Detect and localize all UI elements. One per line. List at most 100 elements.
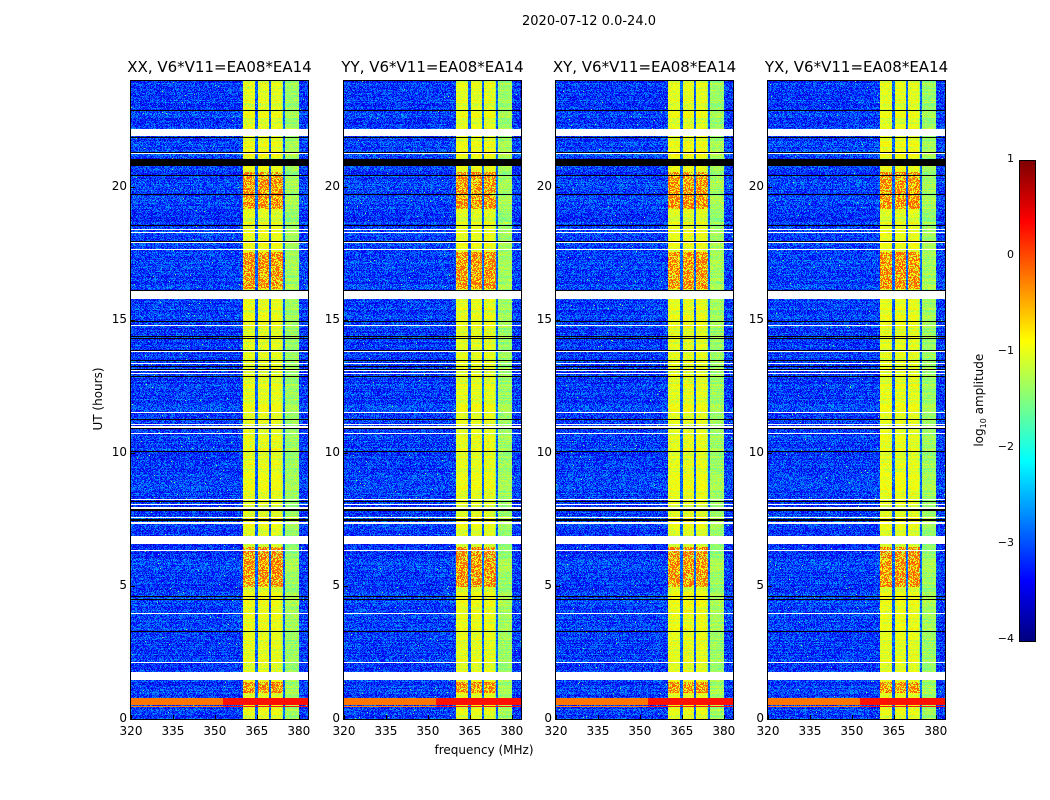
- y-tick-label: 20: [536, 179, 552, 194]
- panel-title: XX, V6*V11=EA08*EA14: [127, 58, 312, 76]
- x-tick-mark: [597, 715, 599, 719]
- y-tick-label: 20: [748, 179, 764, 194]
- y-tick-mark: [131, 320, 135, 322]
- x-tick-mark: [935, 715, 937, 719]
- x-tick-label: 335: [374, 724, 398, 738]
- y-tick-label: 10: [748, 445, 764, 460]
- x-tick-label: 335: [798, 724, 822, 738]
- y-tick-mark: [344, 187, 348, 189]
- x-tick-mark: [639, 715, 641, 719]
- x-tick-label: 335: [586, 724, 610, 738]
- y-tick-mark: [768, 187, 772, 189]
- x-tick-mark: [385, 715, 387, 719]
- y-tick-mark: [344, 586, 348, 588]
- heatmap-panel-xx: [130, 80, 309, 720]
- y-tick-label: 0: [119, 711, 127, 725]
- y-tick-mark: [344, 719, 348, 720]
- y-tick-mark: [344, 320, 348, 322]
- colorbar-tick-label: −2: [997, 440, 1014, 453]
- colorbar-label-sub: 10: [979, 418, 989, 429]
- y-tick-mark: [131, 453, 135, 455]
- y-tick-mark: [556, 586, 560, 588]
- y-tick-mark: [344, 453, 348, 455]
- y-tick-mark: [131, 719, 135, 720]
- y-tick-label: 10: [324, 445, 340, 460]
- x-tick-mark: [298, 715, 300, 719]
- x-tick-label: 365: [882, 724, 906, 738]
- heatmap-image: [131, 81, 308, 719]
- x-tick-label: 380: [924, 724, 948, 738]
- x-tick-mark: [809, 715, 811, 719]
- heatmap-panel-yx: [767, 80, 946, 720]
- y-tick-mark: [768, 719, 772, 720]
- x-tick-label: 350: [628, 724, 652, 738]
- y-tick-mark: [556, 187, 560, 189]
- x-tick-label: 380: [500, 724, 524, 738]
- colorbar-tick-label: −3: [997, 536, 1014, 549]
- y-tick-label: 20: [324, 179, 340, 194]
- y-tick-label: 15: [324, 312, 340, 327]
- y-tick-label: 0: [332, 711, 340, 725]
- y-tick-label: 0: [756, 711, 764, 725]
- x-tick-mark: [768, 715, 769, 719]
- x-tick-label: 350: [840, 724, 864, 738]
- x-tick-label: 320: [332, 724, 356, 738]
- y-tick-label: 5: [332, 578, 340, 593]
- x-tick-mark: [851, 715, 853, 719]
- colorbar-tick-label: −4: [997, 632, 1014, 645]
- heatmap-image: [344, 81, 521, 719]
- x-tick-mark: [893, 715, 895, 719]
- panel-title: YX, V6*V11=EA08*EA14: [764, 58, 949, 76]
- x-tick-label: 320: [119, 724, 143, 738]
- x-tick-label: 350: [416, 724, 440, 738]
- x-tick-label: 320: [756, 724, 780, 738]
- heatmap-image: [556, 81, 733, 719]
- x-tick-mark: [556, 715, 557, 719]
- y-tick-label: 20: [111, 179, 127, 194]
- colorbar-gradient: [1020, 161, 1035, 641]
- colorbar-tick-label: 0: [1007, 248, 1014, 261]
- x-tick-label: 365: [245, 724, 269, 738]
- figure-suptitle: 2020-07-12 0.0-24.0: [522, 14, 656, 29]
- y-tick-mark: [556, 719, 560, 720]
- colorbar: [1019, 160, 1036, 642]
- y-axis-label: UT (hours): [91, 367, 105, 431]
- x-tick-mark: [511, 715, 513, 719]
- x-tick-mark: [681, 715, 683, 719]
- y-tick-label: 15: [111, 312, 127, 327]
- colorbar-label-rest: amplitude: [971, 353, 986, 419]
- y-tick-label: 5: [756, 578, 764, 593]
- y-tick-label: 15: [536, 312, 552, 327]
- y-tick-mark: [768, 586, 772, 588]
- x-tick-mark: [427, 715, 429, 719]
- x-tick-label: 335: [161, 724, 185, 738]
- heatmap-image: [768, 81, 945, 719]
- y-tick-label: 5: [119, 578, 127, 593]
- x-tick-label: 320: [544, 724, 568, 738]
- x-tick-mark: [344, 715, 345, 719]
- x-axis-label: frequency (MHz): [434, 743, 534, 757]
- colorbar-tick-label: 1: [1007, 152, 1014, 165]
- colorbar-tick-label: −1: [997, 344, 1014, 357]
- y-tick-label: 10: [536, 445, 552, 460]
- x-tick-label: 350: [203, 724, 227, 738]
- x-tick-mark: [172, 715, 174, 719]
- y-tick-mark: [768, 320, 772, 322]
- x-tick-label: 380: [287, 724, 311, 738]
- x-tick-mark: [214, 715, 216, 719]
- x-tick-mark: [723, 715, 725, 719]
- x-tick-mark: [469, 715, 471, 719]
- y-tick-label: 0: [544, 711, 552, 725]
- y-tick-mark: [556, 453, 560, 455]
- panel-title: YY, V6*V11=EA08*EA14: [341, 58, 524, 76]
- y-tick-mark: [131, 187, 135, 189]
- x-tick-label: 365: [670, 724, 694, 738]
- heatmap-panel-xy: [555, 80, 734, 720]
- y-tick-mark: [131, 586, 135, 588]
- y-tick-label: 15: [748, 312, 764, 327]
- x-tick-label: 380: [712, 724, 736, 738]
- heatmap-panel-yy: [343, 80, 522, 720]
- panel-title: XY, V6*V11=EA08*EA14: [552, 58, 737, 76]
- x-tick-mark: [131, 715, 132, 719]
- x-tick-mark: [256, 715, 258, 719]
